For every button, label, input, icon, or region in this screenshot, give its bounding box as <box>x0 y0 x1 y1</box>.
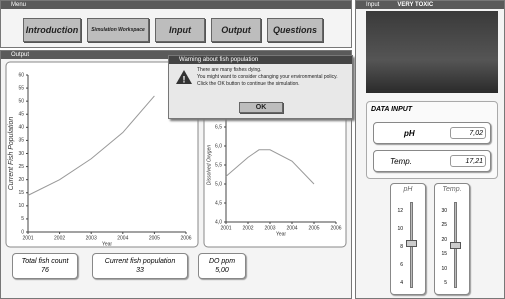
x-tick-label: 2002 <box>242 225 253 231</box>
readout: DO ppm 5,00 <box>198 253 246 279</box>
data-input-panel: DATA INPUT pH 7,02 Temp. 17,21 <box>366 101 498 179</box>
x-tick-label: 2004 <box>286 225 297 231</box>
y-tick-label: 50 <box>18 98 24 104</box>
x-axis-label: Year <box>102 241 112 247</box>
slider-panel: Temp. 5 10 15 20 25 30 <box>434 183 470 295</box>
warning-icon: ! <box>175 69 193 85</box>
field-label: Temp. <box>390 157 412 166</box>
x-tick-label: 2002 <box>54 235 65 241</box>
slider-thumb[interactable] <box>406 240 417 247</box>
x-tick-label: 2001 <box>220 225 231 231</box>
readout: Current fish population 33 <box>92 253 188 279</box>
x-axis-label: Year <box>276 231 286 237</box>
y-tick-label: 30 <box>18 151 24 157</box>
x-tick-label: 2001 <box>22 235 33 241</box>
y-tick-label: 6,5 <box>215 124 222 130</box>
y-tick-label: 40 <box>18 125 24 131</box>
video-view <box>366 11 498 93</box>
warning-dialog: Warning about fish population ! There ar… <box>168 55 353 119</box>
dialog-line: There are many fishes dying. <box>197 67 338 74</box>
slider-label: pH <box>391 186 425 193</box>
readout: Total fish count 76 <box>12 253 78 279</box>
slider-tick-label: 6 <box>393 262 403 268</box>
y-tick-label: 60 <box>18 72 24 78</box>
y-tick-label: 5 <box>21 216 24 222</box>
field-value[interactable]: 7,02 <box>450 127 486 139</box>
input-field: pH 7,02 <box>373 122 491 144</box>
slider-thumb[interactable] <box>450 242 461 249</box>
dialog-line: You might want to consider changing your… <box>197 74 338 81</box>
y-axis-label: Dissolved Oxygen <box>206 145 212 186</box>
x-tick-label: 2005 <box>308 225 319 231</box>
slider-tick-label: 30 <box>437 208 447 214</box>
input-window: Input VERY TOXIC DATA INPUT pH 7,02 Temp. 17… <box>355 0 505 299</box>
input-field: Temp. 17,21 <box>373 150 491 172</box>
readout-value: 5,00 <box>199 267 245 274</box>
slider-tick-label: 5 <box>437 280 447 286</box>
y-tick-label: 5,0 <box>215 181 222 187</box>
x-tick-label: 2003 <box>86 235 97 241</box>
dialog-text: There are many fishes dying.You might wa… <box>197 67 338 88</box>
slider-tick-label: 10 <box>393 226 403 232</box>
slider-panel: pH 4 6 8 10 12 <box>390 183 426 295</box>
page: Menu IntroductionSimulation WorkspaceInp… <box>0 0 505 299</box>
status: VERY TOXIC <box>397 2 433 8</box>
y-tick-label: 4,5 <box>215 200 222 206</box>
readout-label: Total fish count <box>13 258 77 265</box>
readout-label: Current fish population <box>93 258 187 265</box>
x-tick-label: 2004 <box>117 235 128 241</box>
y-tick-label: 10 <box>18 203 24 209</box>
y-tick-label: 35 <box>18 138 24 144</box>
dialog-title: Warning about fish population <box>169 56 352 64</box>
y-tick-label: 5,5 <box>215 162 222 168</box>
y-tick-label: 45 <box>18 112 24 118</box>
y-tick-label: 15 <box>18 190 24 196</box>
y-tick-label: 55 <box>18 85 24 91</box>
slider-tick-label: 12 <box>393 208 403 214</box>
readout-label: DO ppm <box>199 258 245 265</box>
field-label: pH <box>404 129 415 138</box>
y-axis-label: Current Fish Population <box>8 117 15 191</box>
svg-text:!: ! <box>183 74 186 84</box>
dialog-line: Click the OK button to continue the simu… <box>197 81 338 88</box>
y-tick-label: 20 <box>18 177 24 183</box>
field-value[interactable]: 17,21 <box>450 155 486 167</box>
x-tick-label: 2006 <box>180 235 191 241</box>
ok-button[interactable]: OK <box>239 102 283 113</box>
slider-label: Temp. <box>435 186 469 193</box>
window-title: Input <box>366 2 379 8</box>
y-tick-label: 6,0 <box>215 143 222 149</box>
readout-value: 76 <box>13 267 77 274</box>
slider-tick-label: 15 <box>437 251 447 257</box>
readout-value: 33 <box>93 267 187 274</box>
y-tick-label: 25 <box>18 164 24 170</box>
slider-tick-label: 20 <box>437 237 447 243</box>
window-title: Input VERY TOXIC <box>356 1 504 9</box>
slider-tick-label: 10 <box>437 266 447 272</box>
slider-tick-label: 25 <box>437 222 447 228</box>
x-tick-label: 2006 <box>330 225 341 231</box>
slider-tick-label: 4 <box>393 280 403 286</box>
panel-title: DATA INPUT <box>371 106 493 113</box>
slider-tick-label: 8 <box>393 244 403 250</box>
x-tick-label: 2005 <box>149 235 160 241</box>
x-tick-label: 2003 <box>264 225 275 231</box>
